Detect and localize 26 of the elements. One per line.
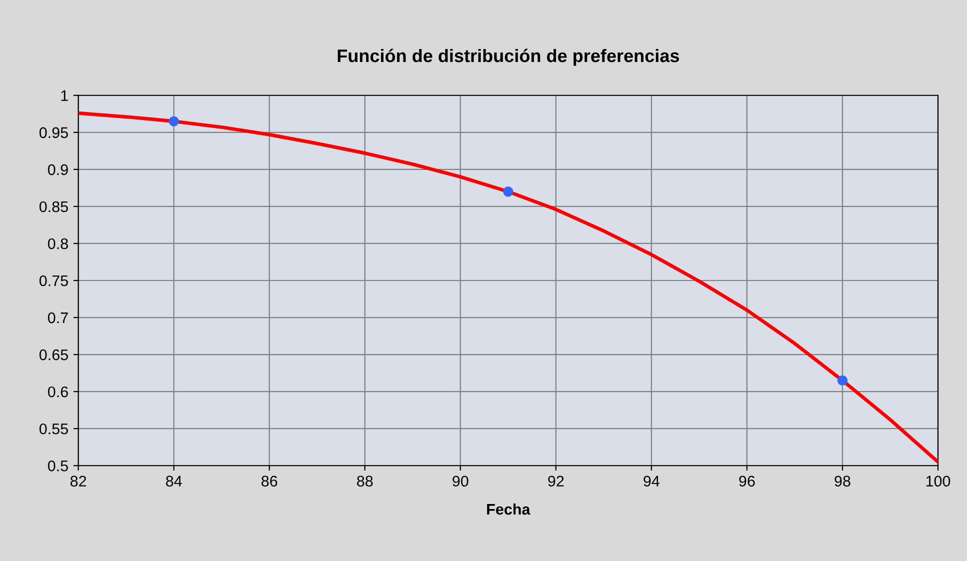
y-tick-label: 0.55 <box>39 423 68 434</box>
y-tick-label: 0.5 <box>48 460 68 472</box>
y-tick-label: 0.85 <box>39 201 68 212</box>
y-tick-label: 0.95 <box>39 127 68 138</box>
chart-title: Función de distribución de preferencias <box>338 48 679 66</box>
y-tick-label: 0.8 <box>48 238 68 250</box>
x-tick-label: 92 <box>548 476 564 487</box>
x-axis-title: Fecha <box>487 503 530 515</box>
x-tick-label: 88 <box>357 476 373 487</box>
point <box>168 116 179 126</box>
x-tick-label: 90 <box>452 476 468 487</box>
y-tick-label: 0.65 <box>39 349 68 360</box>
y-tick-label: 0.6 <box>48 386 68 398</box>
y-tick-label: 0.9 <box>48 164 68 176</box>
x-tick-label: 94 <box>644 476 660 487</box>
y-tick-label: 0.7 <box>48 312 68 324</box>
x-tick-label: 82 <box>70 476 86 487</box>
x-tick-label: 96 <box>739 476 755 487</box>
y-tick-label: 0.75 <box>39 275 68 286</box>
y-tick-label: 1 <box>61 90 68 101</box>
x-tick-label: 86 <box>262 476 278 487</box>
point <box>503 186 514 197</box>
x-tick-label: 98 <box>834 476 850 487</box>
x-tick-label: 84 <box>166 476 182 487</box>
x-tick-label: 100 <box>926 476 950 487</box>
point <box>837 375 848 386</box>
